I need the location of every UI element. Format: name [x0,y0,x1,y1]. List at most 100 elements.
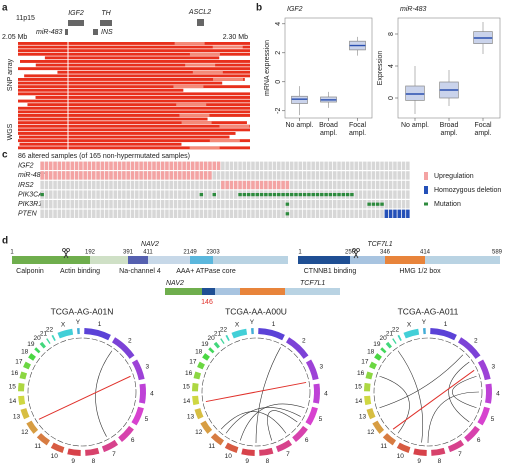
alteration [126,171,130,180]
sample-cell [272,171,277,180]
sample-cell [186,190,191,199]
sample-cell [66,180,70,190]
sample-cell [186,209,191,218]
chromosome-arc [231,328,248,339]
sample-cell [44,180,49,190]
scissors [352,248,360,259]
sample-cell [380,180,384,190]
sample-cell [302,161,307,170]
sample-cell [332,209,337,218]
domain-label: Na-channel 4 [119,268,161,275]
chromosome-arc [20,408,30,420]
sample-cell [337,209,341,218]
sample-cell [109,200,113,209]
sample-cell [328,200,333,209]
sample-cell [61,200,66,209]
sample-cell [83,190,87,199]
sample-cell [147,200,152,209]
chromosome-label: 20 [208,335,216,342]
sample-cell [388,190,393,199]
sample-cell [363,190,367,199]
legend-label: Mutation [434,201,461,208]
heatmap-row [35,63,251,67]
mutation [298,193,303,197]
sample-cell [49,180,53,190]
x-tick-label: Focal ampl. [348,122,367,137]
mutation [238,193,242,197]
chromosome-arc [39,341,46,349]
sample-cell [182,200,186,209]
sample-cell [139,209,143,218]
chromosome-label: 19 [373,341,381,348]
fusion-rearrangement [392,369,475,430]
sample-cell [307,209,311,218]
mutation [242,193,247,197]
sample-cell [195,190,199,199]
chromosome-arc [380,347,387,354]
gene-label: PIK3R1 [18,201,42,208]
sample-cell [160,209,165,218]
heatmap-row [18,117,208,121]
alteration [104,171,109,180]
sample-cell [165,200,169,209]
sample-cell [208,209,212,218]
y-axis-label: mRNA expression [264,40,271,96]
alteration [186,171,191,180]
chromosome-label: Y [76,319,81,326]
mutation [345,193,350,197]
mutation [332,193,337,197]
chromosome-arc [19,371,28,380]
heatmap-row [57,70,250,74]
sample-cell [44,209,49,218]
sample-cell [255,161,260,170]
mutation [281,193,285,197]
chromosome-arc [364,395,372,406]
sample-cell [259,161,264,170]
residue-number: 192 [85,250,96,256]
sample-cell [49,209,53,218]
chromosome-label: 13 [187,413,195,420]
sample-cell [384,190,389,199]
heatmap-row [18,99,250,103]
x-tick-label: Broad ampl. [439,122,459,137]
chromosome-arc [101,439,119,453]
sample-cell [367,190,371,199]
mutation [212,193,216,197]
sample-cell [100,200,105,209]
mutation [272,193,277,197]
breakpoint: 146 [201,299,213,306]
alteration [44,161,49,170]
gene-box [197,19,204,26]
sample-cell [79,200,83,209]
sample-cell [109,190,113,199]
sample-cell [315,171,320,180]
sample-cell [100,190,105,199]
sample-cell [307,200,311,209]
sample-cell [264,161,268,170]
sample-cell [169,190,173,199]
alteration [203,171,208,180]
sample-cell [100,180,105,190]
alteration [165,161,169,170]
sample-cell [242,209,247,218]
sample-cell [289,209,294,218]
alteration [57,161,62,170]
heatmap-light [192,70,223,74]
alteration [143,171,148,180]
sample-cell [298,180,303,190]
sample-cell [246,161,251,170]
sample-cell [255,171,260,180]
sample-cell [130,180,135,190]
sample-cell [221,161,225,170]
sample-cell [122,209,126,218]
alteration [216,161,221,170]
sample-cell [264,200,268,209]
sample-cell [87,190,92,199]
mutation [285,193,290,197]
x-tick-label: Broad ampl. [319,122,338,137]
chromosome-arc [23,361,31,370]
sample-cell [401,200,406,209]
sample-cell [341,180,346,190]
sample-cell [203,190,208,199]
alteration [135,171,139,180]
